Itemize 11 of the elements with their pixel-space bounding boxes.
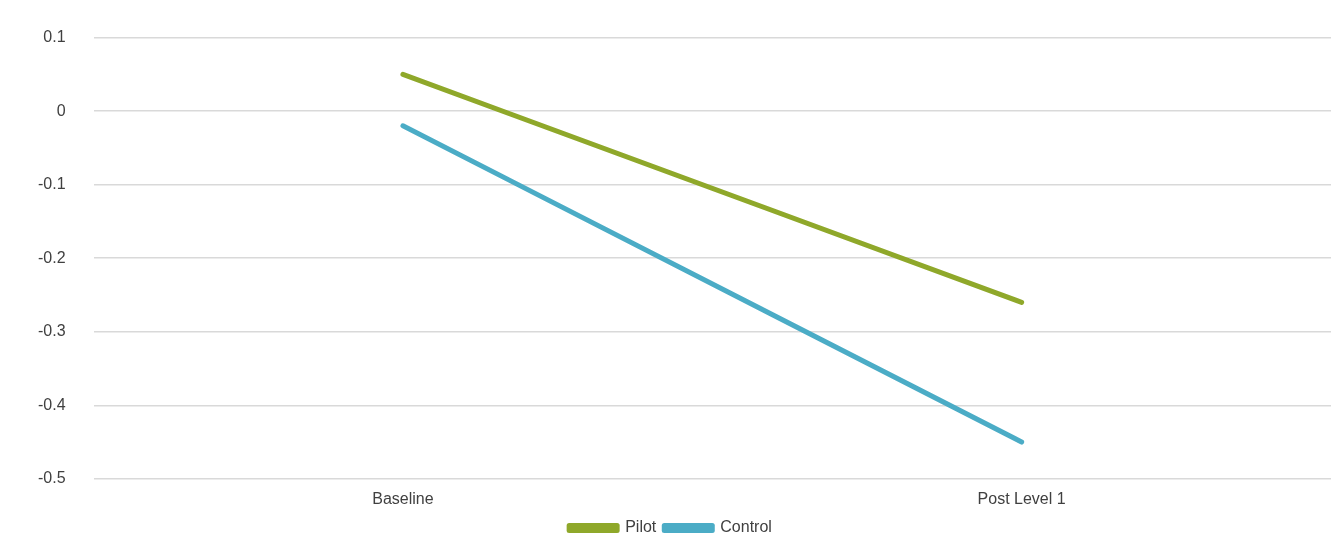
legend-label: Control [720,518,772,536]
y-tick-label: -0.2 [37,248,66,266]
y-tick-label: -0.4 [37,395,66,413]
x-tick-label: Post Level 1 [977,489,1066,507]
y-tick-label: -0.1 [37,175,66,193]
y-tick-label: -0.3 [37,322,66,340]
y-tick-label: 0.1 [43,28,66,46]
y-tick-label: -0.5 [37,469,66,487]
x-tick-label: Baseline [372,489,434,507]
y-tick-label: 0 [56,101,66,119]
legend-label: Pilot [625,518,657,536]
